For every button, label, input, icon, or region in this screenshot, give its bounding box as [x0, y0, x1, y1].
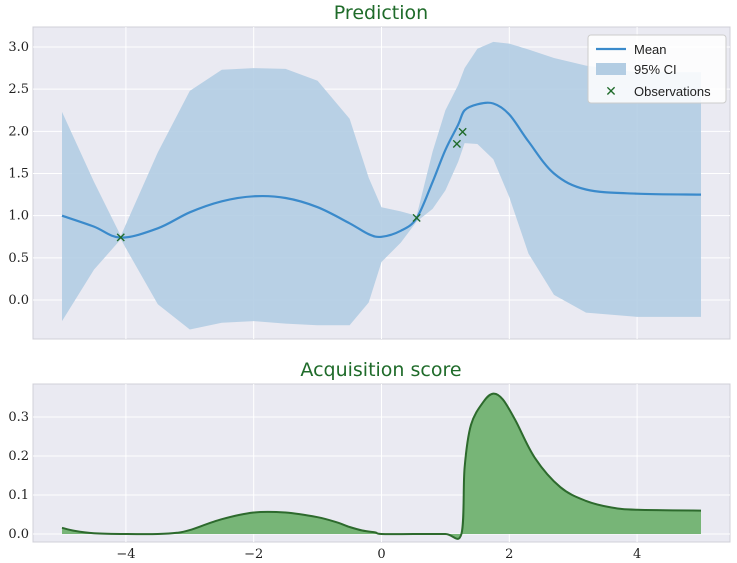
prediction-y-tick-label: 2.5	[8, 82, 29, 97]
legend-mean-label: Mean	[634, 42, 667, 57]
observation-point: ✕	[411, 211, 423, 227]
prediction-y-tick-label: 2.0	[8, 124, 29, 139]
prediction-y-tick-label: 1.0	[8, 209, 29, 224]
legend-ci-label: 95% CI	[634, 62, 677, 77]
observation-point: ✕	[457, 125, 469, 141]
prediction-y-tick-label: 3.0	[8, 40, 29, 55]
ci-band-area	[62, 41, 701, 330]
prediction-y-tick-label: 0.5	[8, 251, 29, 266]
prediction-y-tick-labels: 0.0 0.5 1.0 1.5 2.0 2.5 3.0	[8, 40, 29, 308]
acquisition-x-tick-label: −4	[116, 547, 135, 562]
acquisition-y-tick-label: 0.0	[8, 527, 29, 542]
prediction-title: Prediction	[334, 2, 428, 24]
acquisition-panel: Acquisition score 0.0 0.1 0.2 0.3 −4 −2 0 2 4	[8, 359, 731, 562]
acquisition-x-tick-label: −2	[244, 547, 263, 562]
observations: ✕✕✕✕	[115, 125, 469, 246]
acquisition-x-tick-labels: −4 −2 0 2 4	[116, 547, 641, 562]
acquisition-x-tick-label: 0	[377, 547, 385, 562]
legend-ci-swatch	[596, 63, 626, 75]
acquisition-line	[61, 392, 702, 540]
legend-box	[587, 34, 727, 104]
acquisition-x-tick-label: 2	[505, 547, 513, 562]
acquisition-title: Acquisition score	[300, 359, 461, 381]
legend-observations-label: Observations	[634, 84, 711, 99]
acquisition-x-tick-label: 4	[633, 547, 641, 562]
legend: Mean 95% CI ✕ Observations	[587, 34, 727, 104]
legend-observation-marker: ✕	[605, 84, 617, 100]
acquisition-area	[61, 392, 702, 540]
acquisition-y-tick-label: 0.3	[8, 410, 29, 425]
mean-series-line	[61, 101, 702, 239]
prediction-y-tick-label: 1.5	[8, 167, 29, 182]
confidence-band	[62, 41, 701, 330]
acquisition-y-tick-labels: 0.0 0.1 0.2 0.3	[8, 410, 29, 542]
observation-point: ✕	[451, 137, 463, 153]
acquisition-y-tick-label: 0.2	[8, 449, 29, 464]
mean-line	[61, 101, 702, 239]
prediction-y-tick-label: 0.0	[8, 293, 29, 308]
prediction-panel: Prediction ✕✕✕✕ 0.00.51.01.52.02.53.0 Me…	[8, 2, 731, 340]
acquisition-y-tick-label: 0.1	[8, 488, 29, 503]
acquisition-fill	[62, 393, 701, 539]
observation-point: ✕	[115, 231, 127, 247]
